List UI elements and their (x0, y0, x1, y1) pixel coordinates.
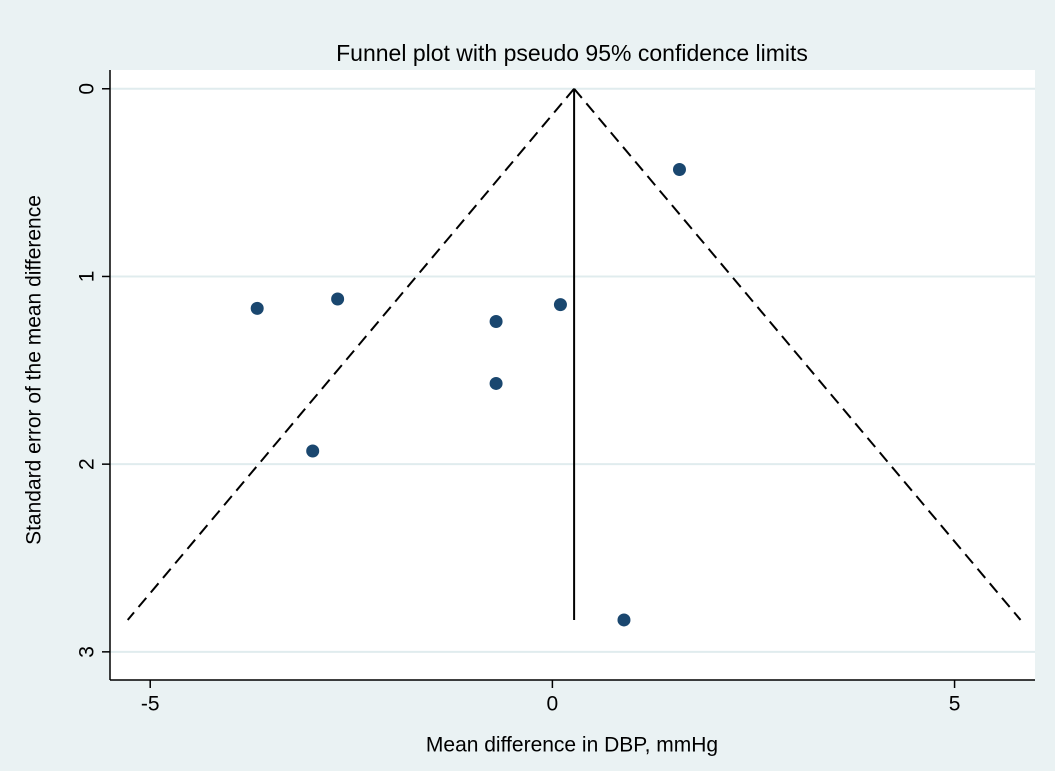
point (306, 444, 320, 458)
point (250, 301, 264, 315)
x-tick-label: 5 (949, 693, 961, 716)
y-tick-label: 3 (76, 646, 99, 658)
point (672, 162, 686, 176)
y-tick-label: 0 (76, 83, 99, 95)
chart-title: Funnel plot with pseudo 95% confidence l… (336, 40, 808, 66)
point (553, 298, 567, 312)
point (489, 376, 503, 390)
x-tick-label: 0 (547, 693, 559, 716)
point (617, 613, 631, 627)
point (331, 292, 345, 306)
y-tick-label: 2 (76, 458, 99, 470)
point (489, 315, 503, 329)
x-axis-label: Mean difference in DBP, mmHg (426, 734, 718, 757)
x-tick-label: -5 (141, 693, 160, 716)
y-tick-label: 1 (76, 271, 99, 283)
plot-area (110, 70, 1035, 680)
funnel-right (573, 88, 1022, 621)
y-axis-label: Standard error of the mean difference (23, 195, 46, 545)
funnel-left (126, 88, 575, 621)
